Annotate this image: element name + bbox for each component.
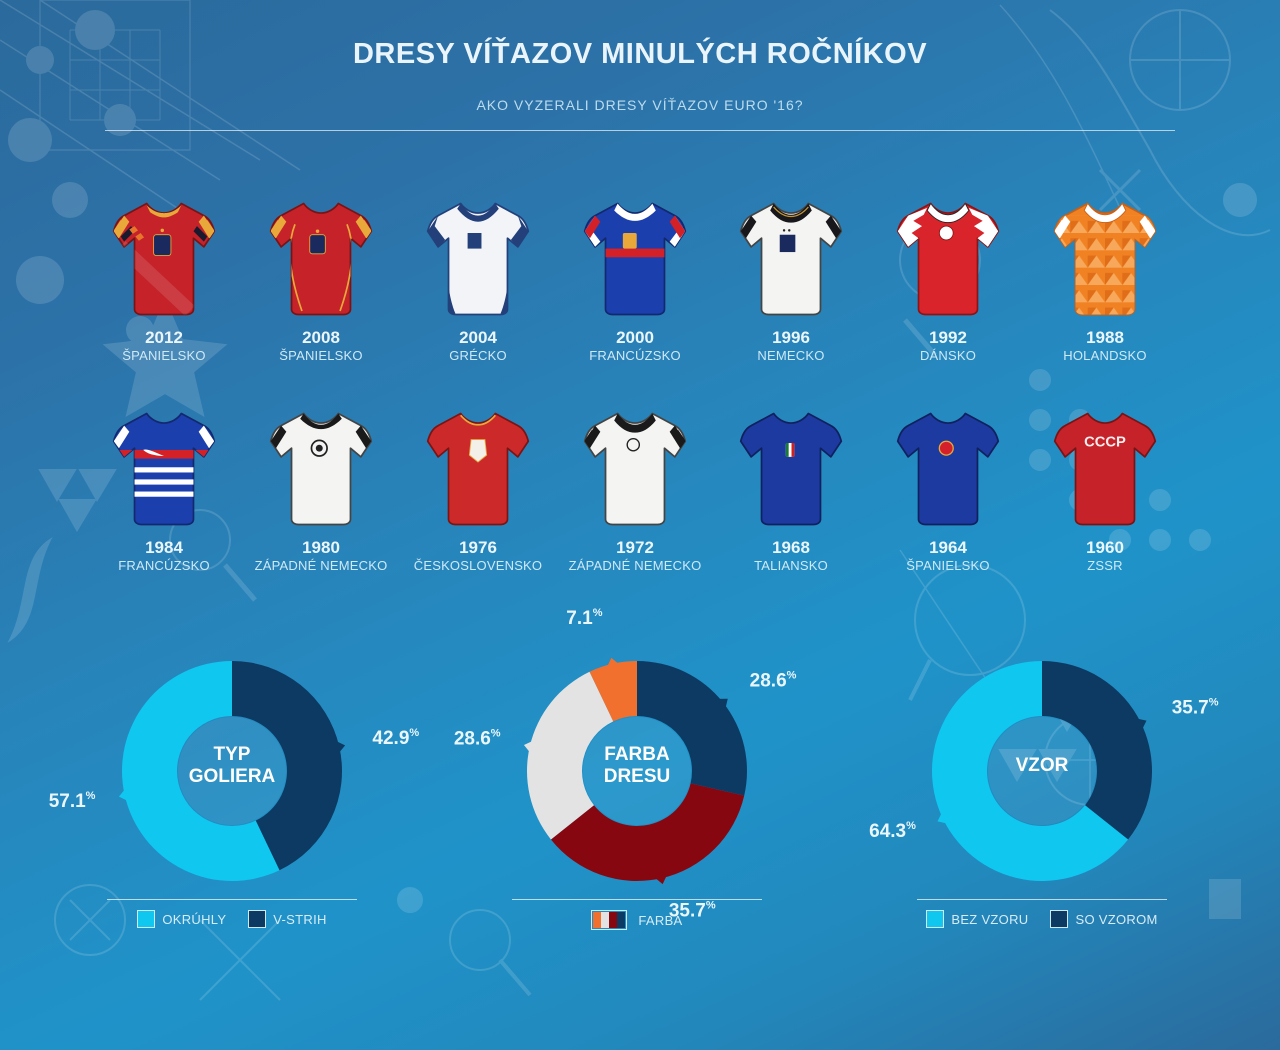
svg-text:64.3%: 64.3%	[869, 820, 916, 842]
svg-text:VZOR: VZOR	[1016, 755, 1069, 776]
svg-text:CCCP: CCCP	[1084, 434, 1126, 450]
svg-text:35.7%: 35.7%	[1172, 696, 1219, 718]
svg-text:28.6%: 28.6%	[454, 728, 501, 750]
svg-text:42.9%: 42.9%	[372, 727, 419, 749]
svg-text:7.1%: 7.1%	[566, 607, 602, 629]
svg-text:57.1%: 57.1%	[49, 790, 96, 812]
svg-text:28.6%: 28.6%	[750, 669, 797, 691]
